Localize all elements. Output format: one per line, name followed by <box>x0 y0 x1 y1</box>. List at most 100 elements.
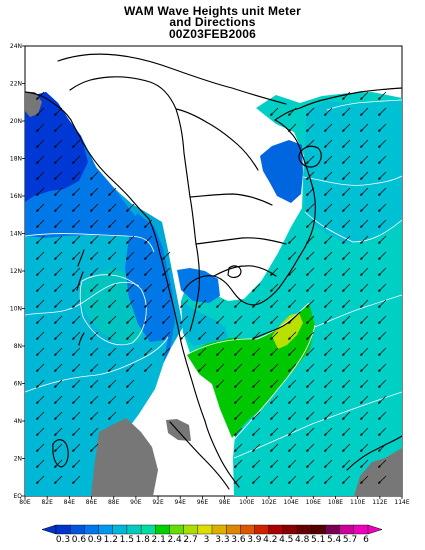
wave-direction-arrow <box>252 395 261 404</box>
wave-direction-arrow <box>144 347 153 356</box>
wave-direction-arrow <box>306 379 315 388</box>
wave-direction-arrow <box>306 155 315 164</box>
wave-direction-arrow <box>342 475 351 484</box>
colorbar-segment <box>353 524 369 535</box>
wave-direction-arrow <box>270 443 279 452</box>
wave-direction-arrow <box>306 235 315 244</box>
wave-direction-arrow <box>234 363 243 372</box>
wave-direction-arrow <box>342 267 351 276</box>
himalayan-border <box>57 53 287 105</box>
wave-direction-arrow <box>72 299 81 308</box>
wave-direction-arrow <box>162 331 171 340</box>
wave-direction-arrow <box>234 443 243 452</box>
wave-direction-arrow <box>180 315 189 324</box>
wave-direction-arrow <box>54 283 63 292</box>
wave-direction-arrow <box>288 411 297 420</box>
wave-direction-arrow <box>162 251 171 260</box>
wave-direction-arrow <box>90 283 99 292</box>
wave-direction-arrow <box>324 347 333 356</box>
wave-direction-arrow <box>270 459 279 468</box>
wave-direction-arrow <box>198 347 207 356</box>
wave-direction-arrow <box>72 395 81 404</box>
y-axis-ticks: EQ 2N 4N 6N 8N 10N 12N 14N 16N 18N 20N 22N 24N <box>10 43 25 500</box>
colorbar-segment <box>98 524 114 535</box>
wave-direction-arrow <box>378 171 387 180</box>
wave-direction-arrow <box>36 395 45 404</box>
wave-direction-arrow <box>360 187 369 196</box>
wave-direction-arrow <box>306 459 315 468</box>
colorbar-label: 1.8 <box>136 535 151 545</box>
wave-direction-arrow <box>90 347 99 356</box>
wave-direction-arrow <box>36 203 45 212</box>
wave-direction-arrow <box>324 395 333 404</box>
wave-direction-arrow <box>378 475 387 484</box>
wave-direction-arrow <box>36 155 45 164</box>
wave-direction-arrow <box>306 283 315 292</box>
wave-direction-arrow <box>360 347 369 356</box>
mainland-border-4 <box>213 265 277 277</box>
wave-direction-arrow <box>306 299 315 308</box>
wave-direction-arrow <box>342 347 351 356</box>
bangladesh-myanmar-coast <box>69 76 200 332</box>
wave-direction-arrow <box>216 315 225 324</box>
wave-direction-arrow <box>54 251 63 260</box>
borneo-outline <box>346 435 402 471</box>
map-title-line2: and Directions <box>169 15 256 29</box>
wave-direction-arrow <box>378 395 387 404</box>
colorbar-segment <box>169 524 185 535</box>
wave-direction-arrow <box>234 395 243 404</box>
wave-direction-arrow <box>342 203 351 212</box>
wave-direction-arrow <box>72 155 81 164</box>
wave-direction-arrow <box>378 187 387 196</box>
wave-direction-arrow <box>108 203 117 212</box>
wave-direction-arrow <box>234 427 243 436</box>
wave-direction-arrow <box>144 315 153 324</box>
wave-direction-arrow <box>162 299 171 308</box>
wave-direction-arrow <box>288 267 297 276</box>
wave-direction-arrow <box>36 331 45 340</box>
wave-direction-arrow <box>306 363 315 372</box>
wave-direction-arrow <box>324 459 333 468</box>
wave-direction-arrow <box>126 267 135 276</box>
sumatra-outline <box>169 421 230 490</box>
wave-direction-arrow <box>108 235 117 244</box>
wave-direction-arrow <box>126 379 135 388</box>
contour-line-7 <box>302 175 402 186</box>
x-tick-label: 102E <box>261 499 276 506</box>
wave-direction-arrow <box>270 267 279 276</box>
wave-direction-arrow <box>252 475 261 484</box>
hainan-island <box>298 145 322 168</box>
wave-direction-arrow <box>360 427 369 436</box>
wave-direction-arrow <box>378 459 387 468</box>
wave-direction-arrow <box>360 331 369 340</box>
wave-direction-arrow <box>342 379 351 388</box>
colorbar-segment <box>55 524 71 535</box>
wave-direction-arrow <box>324 475 333 484</box>
wave-direction-arrow <box>54 171 63 180</box>
wave-direction-arrow <box>324 155 333 164</box>
wave-direction-arrow <box>324 363 333 372</box>
colorbar-label: 2.7 <box>183 535 197 545</box>
wave-direction-arrow <box>72 411 81 420</box>
wave-direction-arrow <box>360 171 369 180</box>
colorbar-segment <box>268 524 284 535</box>
wave-direction-arrow <box>378 251 387 260</box>
x-tick-label: 88E <box>108 499 120 506</box>
wave-direction-arrow <box>72 427 81 436</box>
missing-data-borneo-patch <box>354 448 402 496</box>
wave-direction-arrow <box>54 299 63 308</box>
y-tick-label: 12N <box>10 268 22 275</box>
mainland-border-1 <box>175 108 259 171</box>
wave-direction-arrow <box>54 235 63 244</box>
contour-line-3 <box>79 274 147 346</box>
cambodia-lake <box>227 265 242 278</box>
colorbar-label: 0.6 <box>72 535 87 545</box>
colorbar-segment <box>126 524 142 535</box>
wave-direction-arrow <box>72 219 81 228</box>
wave-direction-arrow <box>378 155 387 164</box>
wave-direction-arrow <box>108 379 117 388</box>
wave-direction-arrow <box>252 379 261 388</box>
andaman-islands <box>76 249 85 346</box>
x-tick-label: 108E <box>328 499 343 506</box>
colorbar-segment <box>240 524 255 535</box>
